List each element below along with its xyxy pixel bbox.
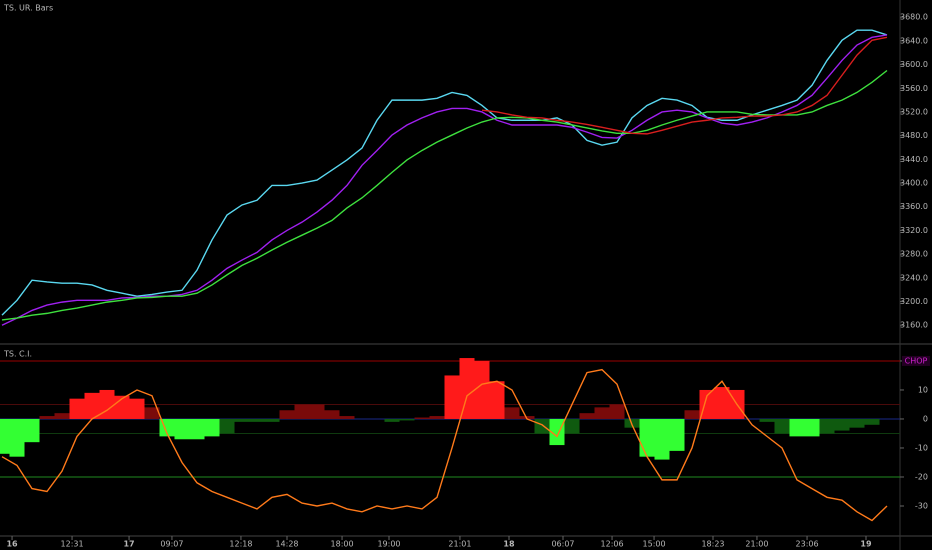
histogram-bar [69,398,85,419]
y-tick-label: 3440.0 [900,155,928,164]
y-tick-label: 3280.0 [900,250,928,259]
histogram-bar [609,404,625,419]
histogram-bar [579,413,595,419]
y-tick-label: 3560.0 [900,84,928,93]
histogram-bar [759,418,775,422]
y-tick-label: 3400.0 [900,179,928,188]
x-tick-label: 12:31 [61,540,84,549]
histogram-bar [849,418,865,428]
histogram-bar [129,398,145,419]
histogram-bar [204,418,220,437]
pane-title: TS. UR. Bars [3,4,53,13]
histogram-bar [99,389,115,419]
histogram-bar [639,418,655,457]
histogram-bar [0,418,10,454]
histogram-bar [174,418,190,440]
x-tick-label: 18:23 [701,540,724,549]
histogram-bar [39,416,55,419]
y-tick-label: 3480.0 [900,131,928,140]
histogram-bar [864,418,880,425]
y-tick-label: 10 [918,385,928,394]
x-tick-label: 21:01 [448,540,471,549]
x-tick-label: 21:00 [745,540,768,549]
y-tick-label: 3320.0 [900,226,928,235]
y-tick-label: 3600.0 [900,60,928,69]
histogram-bar [219,418,235,434]
y-tick-label: -10 [915,443,928,452]
ma-line [1,29,888,316]
x-tick-label: 12:18 [229,540,252,549]
x-tick-label: 18 [503,540,515,549]
histogram-bar [84,392,100,419]
histogram-bar [309,404,325,419]
histogram-bar [399,418,415,421]
histogram-bar [9,418,25,457]
x-tick-label: 15:00 [643,540,666,549]
y-tick-label: 3680.0 [900,13,928,22]
histogram-bar [834,418,850,431]
histogram-bar [699,389,715,419]
histogram-bar [279,410,295,419]
x-tick-label: 18:00 [331,540,354,549]
y-tick-label: 3520.0 [900,107,928,116]
x-tick-label: 06:07 [551,540,574,549]
y-tick-label: 0 [923,414,928,423]
y-tick-label: 3200.0 [900,297,928,306]
histogram-bar [549,418,565,446]
histogram-bar [474,360,490,419]
histogram-bar [564,418,580,434]
histogram-bar [594,407,610,419]
histogram-bar [789,418,805,437]
x-tick-label: 23:06 [796,540,819,549]
histogram-bar [339,416,355,419]
histogram-bar [534,418,550,434]
x-tick-label: 19 [860,540,872,549]
histogram-bar [669,418,685,451]
histogram-bar [489,381,505,419]
histogram-bar [429,416,445,419]
x-tick-label: 12:06 [601,540,624,549]
y-tick-label: 3160.0 [900,321,928,330]
histogram-bar [804,418,820,437]
y-tick-label: -20 [915,472,928,481]
histogram-bar [819,418,835,434]
histogram-bar [24,418,40,443]
x-tick-label: 16 [6,540,18,549]
histogram-bar [324,410,340,419]
histogram-bar [684,410,700,419]
ma-line [1,69,888,321]
pane-title: TS. C.I. [3,350,32,359]
annotation-label: CHOP [905,356,928,365]
ci-line [1,368,888,522]
histogram-bar [189,418,205,440]
y-tick-label: -30 [915,501,928,510]
ma-line [481,36,888,135]
histogram-bar [774,418,790,434]
histogram-bar [384,418,400,422]
histogram-bar [249,418,265,422]
x-tick-label: 19:00 [377,540,400,549]
histogram-bar [144,407,160,419]
y-tick-label: 3360.0 [900,202,928,211]
histogram-bar [234,418,250,422]
histogram-bar [459,358,475,419]
ma-line [1,34,888,326]
x-tick-label: 09:07 [160,540,183,549]
annotation-box [902,355,930,366]
histogram-bar [444,375,460,419]
histogram-bar [294,404,310,419]
y-tick-label: 3640.0 [900,36,928,45]
x-tick-label: 14:28 [275,540,298,549]
histogram-bar [414,417,430,419]
x-tick-label: 17 [123,540,134,549]
histogram-bar [264,418,280,422]
histogram-bar [54,413,70,419]
histogram-bar [654,418,670,460]
histogram-bar [504,407,520,419]
histogram-bar [714,387,730,419]
y-tick-label: 3240.0 [900,273,928,282]
